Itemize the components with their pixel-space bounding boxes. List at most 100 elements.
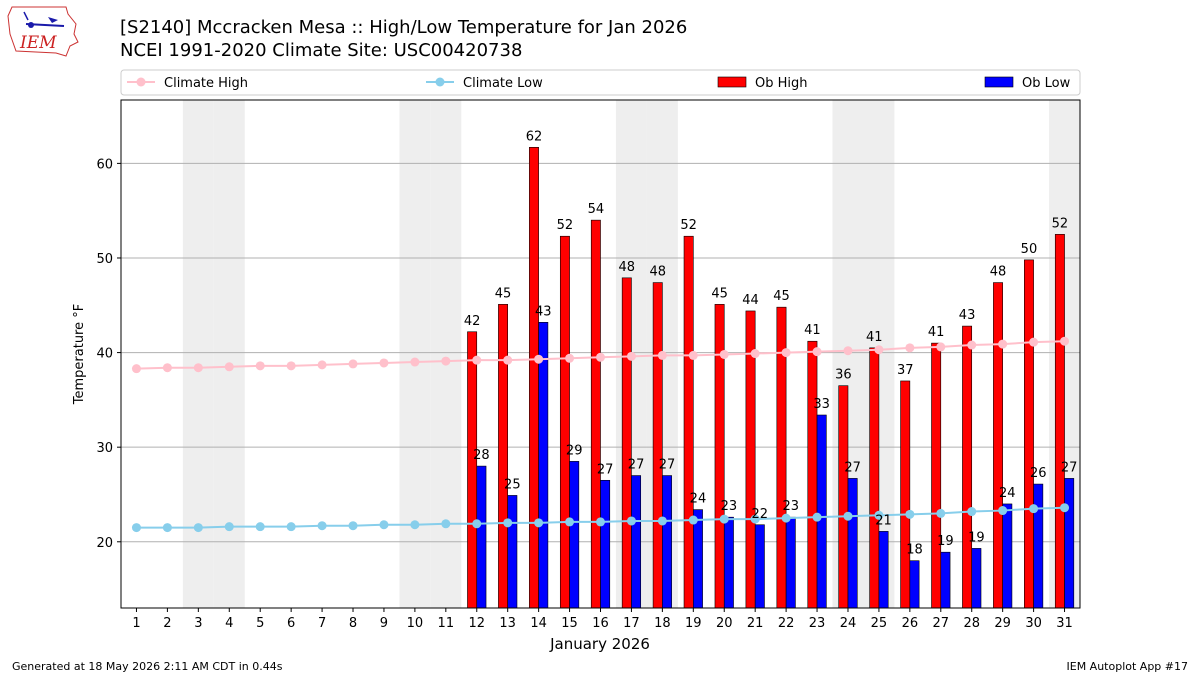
climate-low-point	[750, 514, 760, 524]
x-tick-label: 8	[349, 616, 357, 631]
ob-high-label: 45	[773, 289, 790, 304]
climate-high-point	[657, 350, 667, 360]
climate-low-point	[812, 512, 822, 522]
x-tick-label: 7	[318, 616, 326, 631]
climate-high-point	[750, 349, 760, 359]
climate-low-point	[781, 513, 791, 523]
ob-high-label: 45	[711, 286, 728, 301]
climate-high-point	[379, 358, 389, 368]
x-tick-label: 25	[871, 616, 888, 631]
x-tick-label: 10	[407, 616, 424, 631]
chart-subtitle: NCEI 1991-2020 Climate Site: USC00420738	[120, 40, 523, 61]
x-tick-label: 20	[716, 616, 733, 631]
ob-low-label: 25	[504, 477, 521, 492]
ob-low-label: 24	[999, 486, 1016, 501]
data-labels: 42 28 45 25 62 43 52 29 54 27 48 27 48 27 52 24 45 23 44 22…	[464, 129, 1078, 557]
ob-low-bar	[940, 551, 951, 609]
legend-ob-high-swatch	[717, 76, 747, 88]
ob-high-label: 36	[835, 368, 852, 383]
climate-low-point	[224, 522, 234, 532]
ob-low-label: 27	[628, 458, 645, 473]
climate-low-point	[688, 515, 698, 525]
climate-low-point	[534, 518, 544, 528]
legend-climate-high-label: Climate High	[164, 76, 248, 91]
ob-high-bar	[807, 340, 818, 609]
climate-low-point	[874, 510, 884, 520]
ob-low-bar	[631, 475, 642, 609]
ob-low-bar	[878, 531, 889, 609]
line-series	[131, 336, 1070, 533]
x-tick-label: 1	[132, 616, 140, 631]
ob-low-bar	[847, 478, 858, 609]
x-tick-label: 17	[623, 616, 640, 631]
x-tick-label: 30	[1025, 616, 1042, 631]
climate-high-point	[441, 356, 451, 366]
climate-high-point	[565, 353, 575, 363]
footer-generated: Generated at 18 May 2026 2:11 AM CDT in …	[12, 660, 283, 673]
climate-low-point	[348, 521, 358, 531]
ob-low-bar	[693, 509, 703, 609]
climate-high-point	[503, 355, 513, 365]
ob-high-bar	[529, 146, 539, 609]
climate-high-point	[905, 343, 915, 353]
weekend-band	[213, 100, 245, 608]
ob-high-bar	[931, 342, 942, 609]
ob-high-bar	[993, 282, 1003, 609]
footer-app: IEM Autoplot App #17	[1066, 660, 1189, 673]
ob-high-label: 52	[557, 218, 574, 233]
climate-high-point	[843, 346, 853, 356]
climate-low-point	[410, 520, 420, 530]
climate-high-point	[874, 345, 884, 355]
y-tick-label: 40	[96, 347, 113, 362]
climate-high-point	[193, 363, 203, 373]
climate-low-point	[503, 518, 513, 528]
ob-low-bar	[816, 414, 827, 609]
climate-low-point	[596, 517, 605, 527]
x-tick-label: 9	[380, 616, 388, 631]
climate-high-point	[162, 363, 172, 373]
ob-low-bar	[971, 548, 982, 609]
climate-low-point	[317, 521, 327, 531]
climate-high-point	[286, 361, 296, 371]
ob-low-label: 27	[659, 458, 676, 473]
x-tick-label: 14	[530, 616, 547, 631]
x-tick-label: 11	[438, 616, 455, 631]
axes: 1 2 3 4 5 6 7 8 9 10 11 12 13 14 15 16 17 18 19 20 21 22 23 24 2…	[96, 157, 1072, 631]
ob-high-bar	[498, 304, 508, 609]
climate-high-point	[1060, 336, 1070, 346]
ob-low-bar	[1033, 483, 1044, 609]
ob-high-bar	[1054, 234, 1065, 609]
ob-low-bar	[538, 322, 549, 609]
x-axis-label: January 2026	[549, 635, 650, 653]
legend: Climate High Climate Low Ob High Ob Low	[120, 69, 1081, 96]
ob-low-label: 19	[968, 530, 985, 545]
ob-high-label: 41	[866, 330, 883, 345]
legend-climate-low-marker	[435, 77, 445, 87]
ob-high-bar	[962, 325, 973, 609]
x-tick-label: 21	[747, 616, 764, 631]
ob-low-label: 43	[535, 304, 552, 319]
x-tick-label: 27	[933, 616, 950, 631]
legend-box	[120, 69, 1081, 96]
x-tick-label: 5	[256, 616, 264, 631]
climate-low-point	[936, 508, 946, 518]
ob-high-label: 48	[990, 265, 1007, 280]
climate-high-point	[967, 340, 977, 350]
ob-high-label: 41	[928, 325, 945, 340]
ob-low-label: 19	[937, 534, 954, 549]
climate-high-point	[719, 349, 729, 359]
ob-high-label: 41	[804, 323, 821, 338]
climate-high-point	[224, 362, 234, 372]
ob-high-label: 48	[619, 260, 636, 275]
climate-low-point	[1060, 503, 1070, 513]
x-tick-label: 15	[561, 616, 578, 631]
ob-high-label: 43	[959, 308, 976, 323]
ob-high-label: 42	[464, 314, 481, 329]
y-axis-label: Temperature °F	[72, 304, 87, 405]
y-tick-label: 30	[96, 441, 113, 456]
ob-low-bar	[754, 524, 765, 609]
climate-high-point	[998, 339, 1008, 349]
climate-high-point	[410, 357, 420, 367]
ob-high-label: 52	[1052, 216, 1069, 231]
climate-high-point	[1029, 337, 1039, 347]
